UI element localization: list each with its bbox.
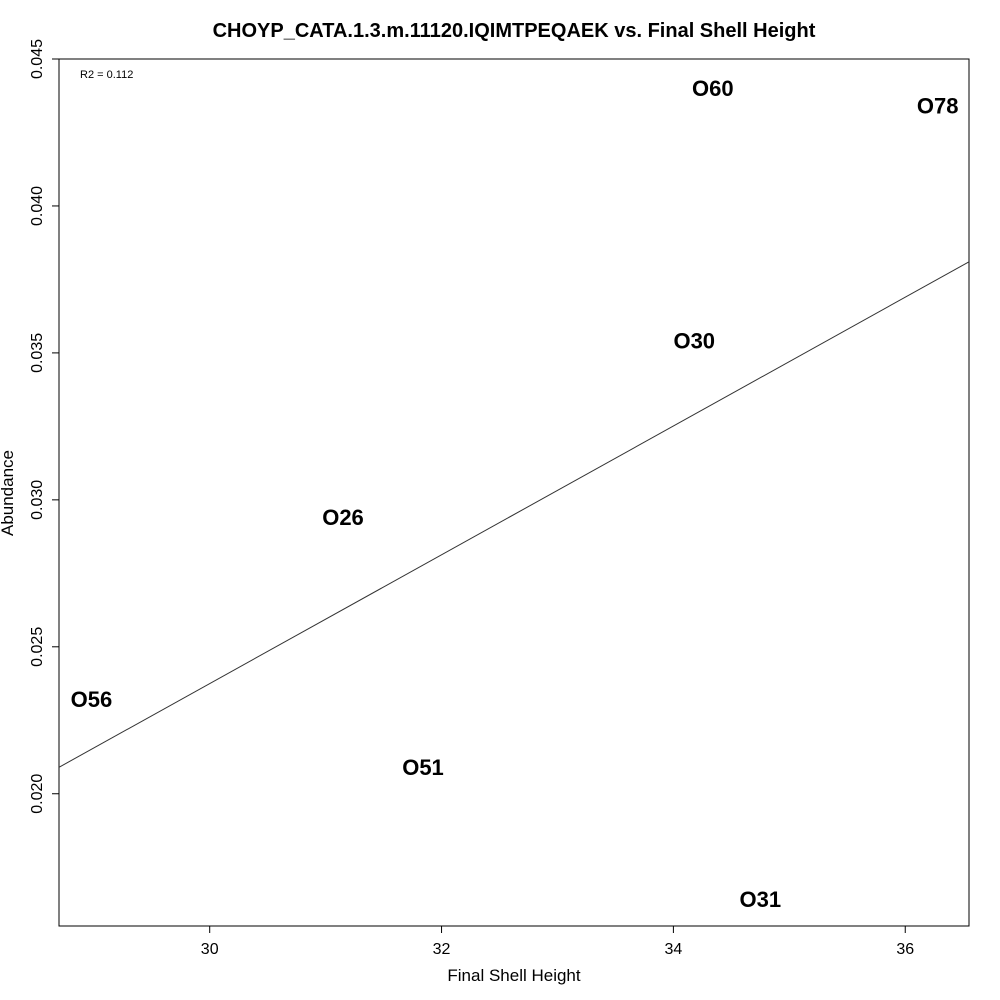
y-tick-label: 0.045 [29, 39, 46, 79]
data-point-o60: O60 [692, 76, 734, 101]
plot-frame [58, 58, 970, 927]
point-labels: O56 O26 O51 O30 O31 O60 O78 [71, 76, 959, 912]
data-point-o26: O26 [322, 505, 364, 530]
x-tick-label: 30 [201, 941, 219, 958]
data-point-o51: O51 [402, 755, 444, 780]
x-tick-label: 36 [896, 941, 914, 958]
y-tick-label: 0.020 [29, 774, 46, 814]
y-tick-label: 0.040 [29, 186, 46, 226]
y-tick-label: 0.030 [29, 480, 46, 520]
chart-title: CHOYP_CATA.1.3.m.11120.IQIMTPEQAEK vs. F… [213, 20, 816, 42]
regression-line [58, 261, 970, 768]
x-axis: 30 32 34 36 [201, 926, 914, 958]
data-point-o56: O56 [71, 687, 113, 712]
x-tick-label: 34 [664, 941, 682, 958]
data-point-o31: O31 [740, 887, 782, 912]
y-axis: 0.020 0.025 0.030 0.035 0.040 0.045 [29, 39, 59, 814]
x-axis-label: Final Shell Height [447, 966, 581, 985]
x-tick-label: 32 [433, 941, 451, 958]
r2-annotation: R2 = 0.112 [80, 69, 133, 81]
y-tick-label: 0.025 [29, 627, 46, 667]
y-tick-label: 0.035 [29, 333, 46, 373]
data-point-o78: O78 [917, 94, 959, 119]
data-point-o30: O30 [673, 329, 715, 354]
y-axis-label: Abundance [0, 450, 17, 536]
